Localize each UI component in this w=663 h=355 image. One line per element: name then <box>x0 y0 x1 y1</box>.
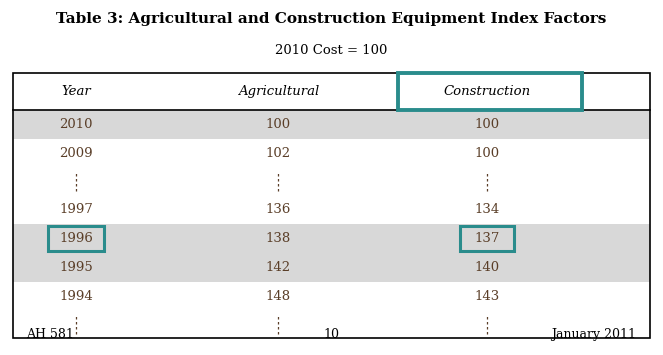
Text: 148: 148 <box>266 290 291 303</box>
Bar <box>460 226 514 251</box>
Text: 140: 140 <box>475 261 500 274</box>
Bar <box>13 73 650 338</box>
Bar <box>13 224 650 253</box>
Text: Year: Year <box>62 85 91 98</box>
Text: 100: 100 <box>475 118 500 131</box>
Bar <box>48 226 105 251</box>
Text: 138: 138 <box>266 232 291 245</box>
Text: Construction: Construction <box>444 85 531 98</box>
Text: Table 3: Agricultural and Construction Equipment Index Factors: Table 3: Agricultural and Construction E… <box>56 12 607 26</box>
Text: 134: 134 <box>475 203 500 216</box>
Text: Agricultural: Agricultural <box>238 85 319 98</box>
Text: 10: 10 <box>324 328 339 341</box>
Text: 102: 102 <box>266 147 291 160</box>
Text: 1994: 1994 <box>60 290 93 303</box>
Text: AH 581: AH 581 <box>27 328 74 341</box>
Text: January 2011: January 2011 <box>552 328 636 341</box>
Text: 143: 143 <box>475 290 500 303</box>
Text: 1996: 1996 <box>59 232 93 245</box>
Text: 2010: 2010 <box>60 118 93 131</box>
Text: 1995: 1995 <box>60 261 93 274</box>
Text: 142: 142 <box>266 261 291 274</box>
Text: 100: 100 <box>266 118 291 131</box>
Text: 1997: 1997 <box>59 203 93 216</box>
Text: 136: 136 <box>266 203 291 216</box>
Text: 2010 Cost = 100: 2010 Cost = 100 <box>275 44 388 58</box>
Text: 2009: 2009 <box>60 147 93 160</box>
Bar <box>398 73 582 110</box>
Bar <box>13 253 650 282</box>
Text: 137: 137 <box>475 232 500 245</box>
Text: 100: 100 <box>475 147 500 160</box>
Bar <box>13 110 650 139</box>
